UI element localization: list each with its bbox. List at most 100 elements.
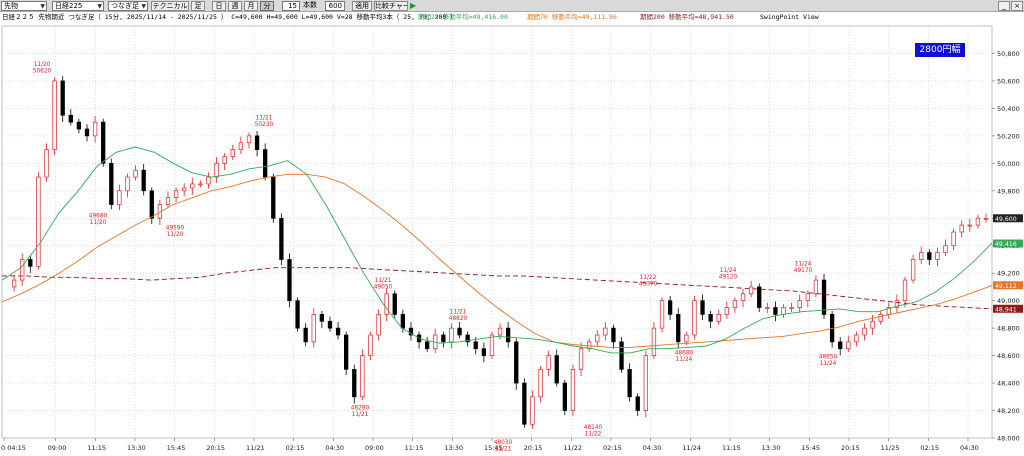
daily-button[interactable]: 日 bbox=[212, 1, 226, 11]
candle-body bbox=[222, 156, 227, 164]
close-icon[interactable]: × bbox=[1011, 1, 1023, 11]
candle-body bbox=[919, 252, 924, 260]
x-tick-label: 11/21 bbox=[246, 444, 265, 452]
y-tick-label: 49,000 bbox=[997, 297, 1020, 305]
minimize-icon[interactable]: _ bbox=[998, 1, 1010, 11]
candlestick-chart[interactable]: 50,800 50,600 50,400 50,200 50,000 49,800 49,6… bbox=[0, 22, 1024, 456]
x-tick-label: 13:30 bbox=[444, 444, 463, 452]
swing-label: 11/21 bbox=[256, 116, 273, 122]
swing-label: 11/24 bbox=[795, 261, 812, 267]
x-tick-label: 20:15 bbox=[524, 444, 543, 452]
ma25-info: 期間25 移動平均=49,416.00 bbox=[418, 13, 508, 21]
candle-body bbox=[724, 307, 729, 315]
candle-body bbox=[773, 307, 778, 315]
x-tick-label: 02:15 bbox=[286, 444, 305, 452]
bar-button[interactable]: 足 bbox=[191, 1, 205, 11]
candle-body bbox=[927, 252, 932, 260]
candle-body bbox=[165, 197, 171, 205]
candle-body bbox=[20, 259, 25, 281]
candle-body bbox=[838, 341, 843, 350]
candle-body bbox=[862, 327, 867, 336]
swing-label: 50230 bbox=[255, 122, 274, 128]
ma25-line bbox=[1, 146, 993, 354]
x-tick-label: 11/25 bbox=[881, 444, 900, 452]
swing-label: 49170 bbox=[794, 268, 813, 274]
candle-body bbox=[975, 217, 981, 226]
candle-body bbox=[554, 355, 559, 384]
candle-body bbox=[52, 80, 57, 150]
price-marker-label: 49,416 bbox=[995, 241, 1017, 248]
swing-label: 11/21 bbox=[352, 412, 369, 418]
swing-label: 11/24 bbox=[820, 361, 837, 367]
index-select[interactable]: 日経225 ▼ bbox=[52, 1, 104, 11]
swing-label: 48280 bbox=[351, 406, 370, 412]
candle-body bbox=[344, 334, 349, 370]
technical-button[interactable]: テクニカル bbox=[151, 1, 189, 11]
candle-body bbox=[684, 334, 689, 343]
candle-body bbox=[149, 190, 154, 219]
candle-body bbox=[376, 314, 381, 336]
swing-label: 11/22 bbox=[640, 275, 657, 281]
candle-body bbox=[902, 279, 908, 302]
contract-select[interactable]: つなぎ足 ▼ bbox=[108, 1, 148, 11]
candle-body bbox=[84, 128, 90, 137]
ma70-info: 期間70 移動平均=49,111.86 bbox=[527, 13, 617, 21]
y-tick-label: 50,400 bbox=[997, 105, 1020, 113]
swing-label: 11/24 bbox=[720, 268, 737, 274]
interval-input[interactable]: 15 bbox=[282, 1, 300, 11]
swing-label: 11/22 bbox=[585, 431, 602, 437]
candle-body bbox=[465, 334, 470, 343]
candle-body bbox=[797, 300, 802, 308]
candle-body bbox=[651, 327, 657, 356]
x-tick-label: 20:15 bbox=[206, 444, 225, 452]
y-tick-label: 48,600 bbox=[997, 352, 1020, 360]
candle-body bbox=[182, 187, 187, 192]
candle-body bbox=[263, 149, 268, 178]
candle-body bbox=[457, 327, 462, 336]
candle-body bbox=[92, 121, 98, 137]
price-marker bbox=[993, 304, 1023, 313]
swing-label: 49070 bbox=[639, 282, 658, 288]
compare-chart-button[interactable]: 比較チャート bbox=[374, 1, 408, 11]
weekly-button[interactable]: 週 bbox=[228, 1, 242, 11]
monthly-button[interactable]: 月 bbox=[244, 1, 258, 11]
candle-body bbox=[44, 149, 49, 178]
index-label: 日経225 bbox=[55, 2, 83, 10]
candle-body bbox=[805, 293, 810, 302]
candle-body bbox=[943, 245, 948, 253]
candle-body bbox=[635, 396, 640, 411]
x-tick-label: 04:30 bbox=[960, 444, 979, 452]
candle-body bbox=[206, 176, 211, 185]
candle-body bbox=[740, 293, 746, 302]
swing-label: 50620 bbox=[33, 69, 52, 75]
candle-body bbox=[60, 80, 65, 116]
price-marker bbox=[993, 214, 1023, 223]
play-icon[interactable]: ▶ bbox=[410, 1, 417, 10]
candle-body bbox=[489, 334, 495, 356]
range-badge: 2800円幅 bbox=[915, 43, 965, 57]
candle-body bbox=[335, 327, 341, 336]
instrument-select[interactable]: 先物 ▼ bbox=[1, 1, 47, 11]
candle-body bbox=[570, 368, 576, 411]
ma70-line bbox=[1, 173, 993, 348]
y-tick-label: 48,200 bbox=[997, 407, 1020, 415]
candle-body bbox=[846, 341, 851, 350]
minute-button[interactable]: 分 bbox=[260, 1, 274, 11]
candle-body bbox=[578, 348, 584, 370]
price-marker-label: 49,600 bbox=[995, 216, 1017, 223]
candle-body bbox=[789, 307, 794, 309]
bar-count-input[interactable]: 600 bbox=[325, 1, 345, 11]
chart-area[interactable]: 50,800 50,600 50,400 50,200 50,000 49,800 49,6… bbox=[0, 22, 1024, 456]
swingpoint-label: SwingPoint View bbox=[760, 13, 819, 21]
apply-button[interactable]: 適用 bbox=[352, 1, 372, 11]
swing-label: 48140 bbox=[584, 425, 603, 431]
candle-body bbox=[254, 135, 260, 150]
candle-body bbox=[214, 162, 219, 178]
info-bar: 日経２２５ 先物期近 つなぎ足（ 15分, 2025/11/14 - 2025/… bbox=[0, 12, 1024, 22]
candle-body bbox=[757, 286, 762, 308]
candle-body bbox=[497, 327, 503, 336]
swing-label: 48030 bbox=[494, 440, 513, 446]
candle-body bbox=[748, 286, 754, 295]
y-tick-label: 50,200 bbox=[997, 132, 1020, 140]
x-tick-label: 11/22 bbox=[563, 444, 582, 452]
